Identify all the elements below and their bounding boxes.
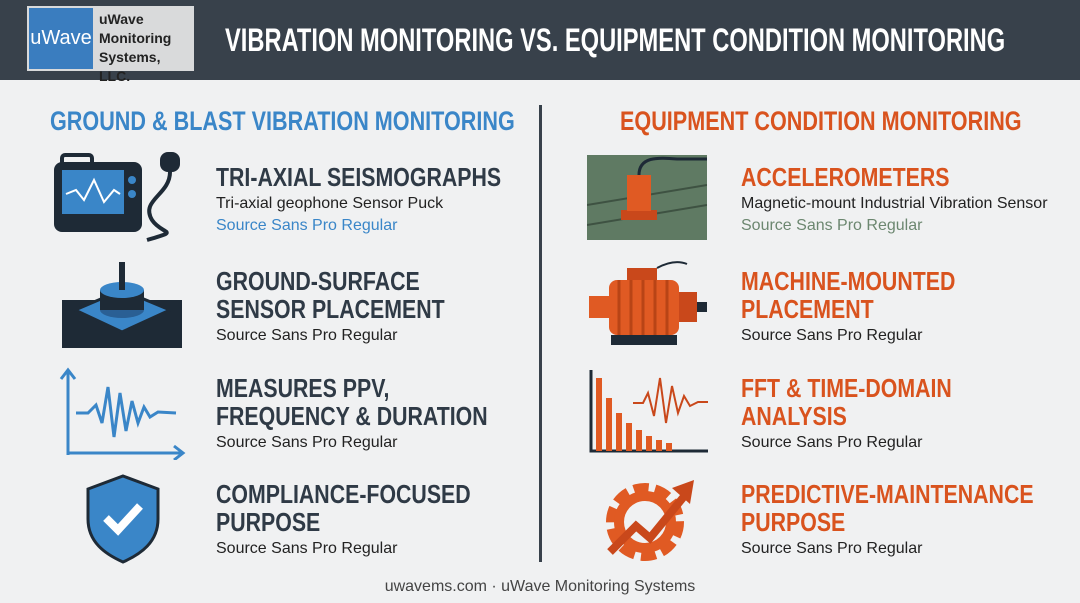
motor-icon [589,261,707,345]
feature-item: PREDICTIVE-MAINTENANCE PURPOSE Source Sans… [741,480,1080,560]
shield-icon [86,474,160,564]
logo-text: uWave Monitoring Systems, LLC. [99,10,194,86]
logo-line: Systems, LLC. [99,49,161,84]
feature-subtitle: Tri-axial geophone Sensor Puck [216,195,444,212]
divider [539,105,542,562]
feature-title: FREQUENCY & DURATION [216,401,488,431]
feature-note: Source Sans Pro Regular [216,434,398,451]
feature-title: SENSOR PLACEMENT [216,294,445,324]
feature-note: Source Sans Pro Regular [741,327,923,344]
left-heading: GROUND & BLAST VIBRATION MONITORING [50,106,515,136]
feature-item: ACCELEROMETERS Magnetic-mount Industrial … [741,163,1048,237]
feature-title: PLACEMENT [741,294,874,324]
feature-note: Source Sans Pro Regular [741,434,923,451]
ground-sensor-icon [62,262,182,348]
feature-title: MEASURES PPV, [216,373,390,403]
feature-title: ANALYSIS [741,401,847,431]
feature-title: GROUND-SURFACE [216,266,420,296]
feature-note: Source Sans Pro Regular [741,540,923,557]
footer: uwavems.com · uWave Monitoring Systems [384,578,696,595]
logo: uWave uWave Monitoring Systems, LLC. [27,6,194,84]
feature-note: Source Sans Pro Regular [216,217,398,234]
title: VIBRATION MONITORING VS. EQUIPMENT CONDI… [225,22,1006,58]
feature-item: FFT & TIME-DOMAIN ANALYSIS Source Sans Pro… [741,374,998,454]
feature-subtitle: Magnetic-mount Industrial Vibration Sens… [741,195,1048,212]
logo-mark: uWave [29,8,93,69]
accelerometer-icon [587,155,707,240]
gear-icon [606,480,694,561]
feature-note: Source Sans Pro Regular [741,217,923,234]
feature-title: PREDICTIVE-MAINTENANCE [741,479,1034,509]
right-heading: EQUIPMENT CONDITION MONITORING [620,106,1022,136]
logo-line: Monitoring [99,30,172,46]
feature-item: COMPLIANCE-FOCUSED PURPOSE Source Sans Pro… [216,480,527,560]
feature-title: COMPLIANCE-FOCUSED [216,479,471,509]
header: uWave uWave Monitoring Systems, LLC. VIB… [0,0,1080,84]
logo-line: uWave [99,11,144,27]
feature-title: PURPOSE [741,507,846,537]
fft-icon [589,370,708,453]
feature-title: MACHINE-MOUNTED [741,266,956,296]
feature-note: Source Sans Pro Regular [216,327,398,344]
feature-item: MEASURES PPV, FREQUENCY & DURATION Source … [216,374,547,454]
feature-title: PURPOSE [216,507,321,537]
feature-title: TRI-AXIAL SEISMOGRAPHS [216,162,502,192]
waveform-icon [59,367,186,460]
feature-title: ACCELEROMETERS [741,162,950,192]
feature-item: MACHINE-MOUNTED PLACEMENT Source Sans Pro … [741,267,1002,347]
feature-item: GROUND-SURFACE SENSOR PLACEMENT Source San… [216,267,495,347]
feature-item: TRI-AXIAL SEISMOGRAPHS Tri-axial geophone… [216,163,564,237]
seismograph-icon [54,152,180,242]
feature-title: FFT & TIME-DOMAIN [741,373,952,403]
feature-note: Source Sans Pro Regular [216,540,398,557]
